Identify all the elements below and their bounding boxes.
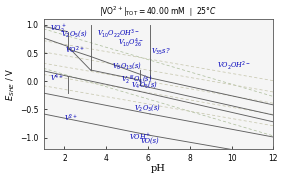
Text: VO$^{2+}$: VO$^{2+}$: [65, 45, 85, 56]
Text: V$_{10}$O$_{26}^{4-}$: V$_{10}$O$_{26}^{4-}$: [118, 36, 143, 50]
Text: V$_{35}$s?: V$_{35}$s?: [151, 47, 171, 57]
Text: VO$_2^+$: VO$_2^+$: [50, 23, 67, 35]
Text: V$^{2+}$: V$^{2+}$: [65, 112, 79, 124]
Text: VOH$^+$: VOH$^+$: [129, 132, 152, 142]
Title: $|\mathrm{VO}^{2+}|_\mathrm{TOT}$$= 40.00\ \mathrm{mM}\ \mid\ 25°C$: $|\mathrm{VO}^{2+}|_\mathrm{TOT}$$= 40.0…: [100, 5, 217, 19]
X-axis label: pH: pH: [151, 164, 166, 173]
Text: V$^{4+}$: V$^{4+}$: [50, 72, 64, 83]
Text: V$_2$O$_3$(s): V$_2$O$_3$(s): [134, 103, 161, 113]
Text: V$_4$O$_5$(s): V$_4$O$_5$(s): [131, 80, 158, 90]
Text: V$_{10}$O$_{22}$OH$^{3-}$: V$_{10}$O$_{22}$OH$^{3-}$: [97, 27, 140, 40]
Text: VO$_2$OH$^{2-}$: VO$_2$OH$^{2-}$: [217, 59, 251, 72]
Text: V$_2$O$_5$(s): V$_2$O$_5$(s): [61, 29, 88, 39]
Text: V$_8$O$_{13}$(s): V$_8$O$_{13}$(s): [112, 60, 142, 71]
Y-axis label: $E_{SHE}\ /\ \mathrm{V}$: $E_{SHE}\ /\ \mathrm{V}$: [5, 67, 17, 101]
Text: VO(s): VO(s): [141, 137, 159, 145]
Text: V$_2$$^{III}$O$_4$(s): V$_2$$^{III}$O$_4$(s): [121, 73, 152, 85]
